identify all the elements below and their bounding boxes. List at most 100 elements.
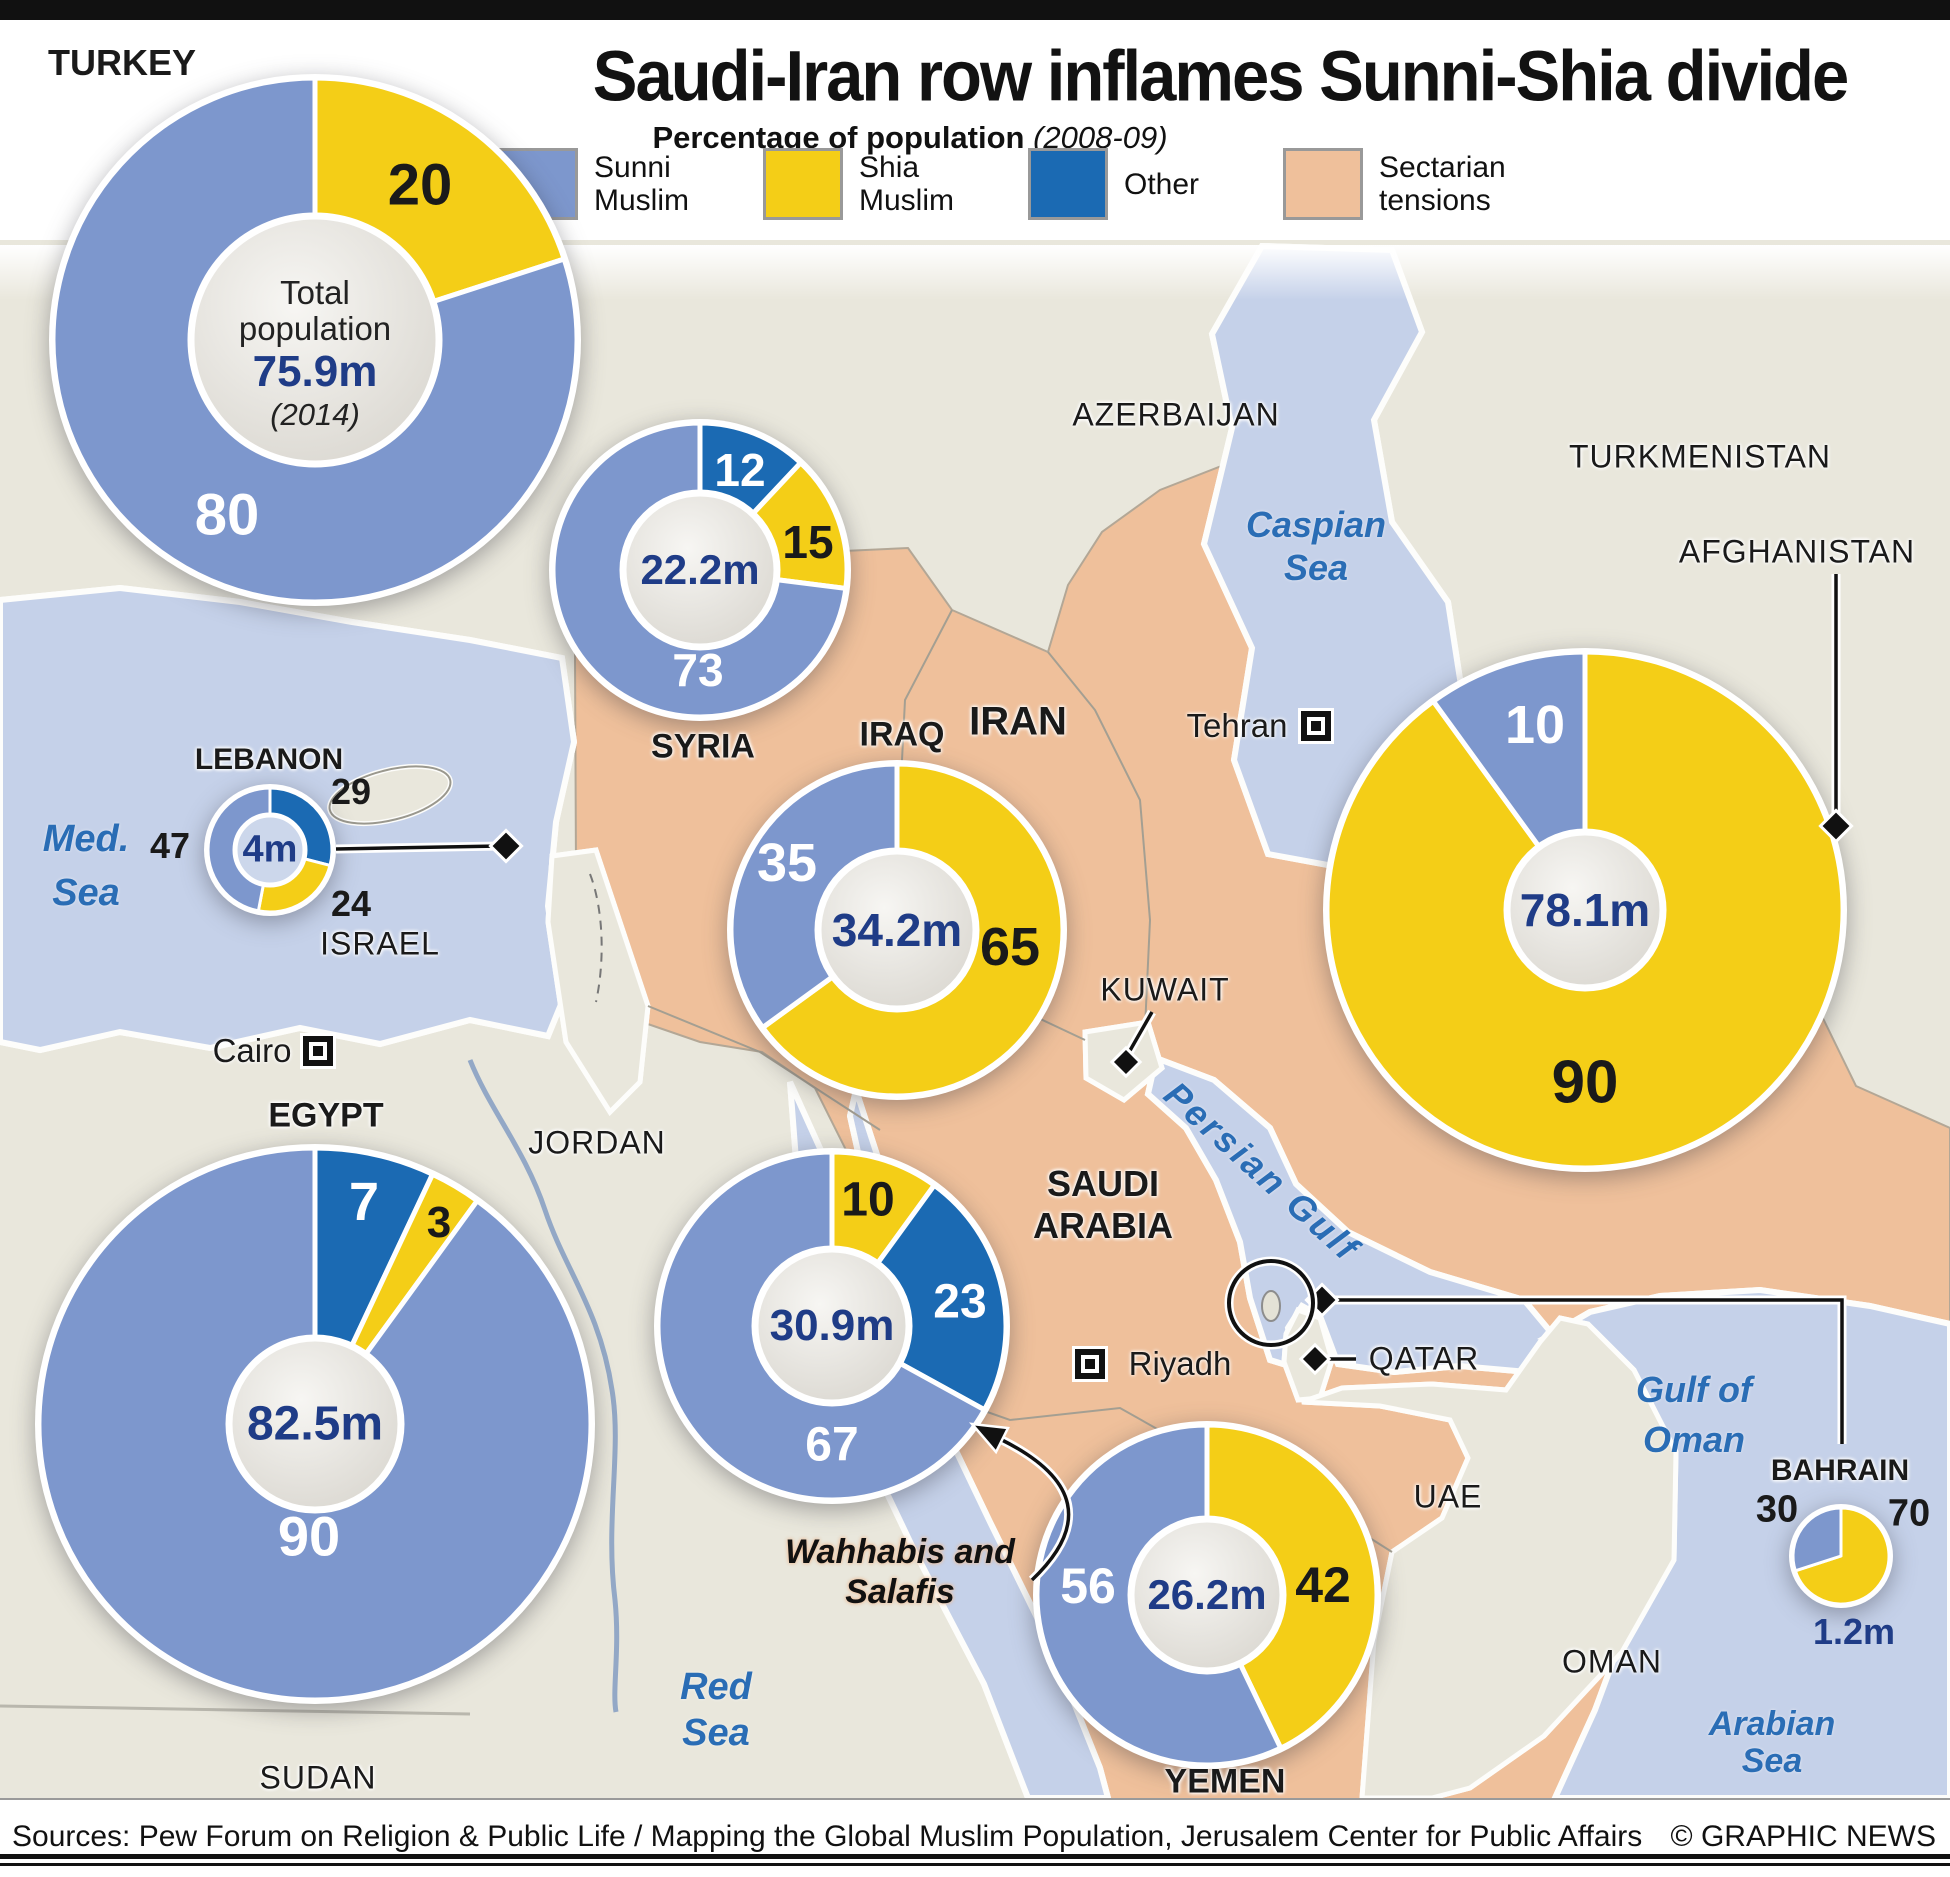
legend-item-shia: Shia Muslim [763, 147, 979, 221]
map-label-kuwait: KUWAIT [1100, 971, 1230, 1008]
bahrain-highlight-circle [1227, 1259, 1315, 1347]
chart-turkey-country-label: TURKEY [47, 42, 197, 83]
bahrain-connector [1320, 1298, 1844, 1444]
legend-label: Shia Muslim [859, 151, 954, 217]
city-label-cairo: Cairo [212, 1032, 292, 1069]
bahrain-island [1261, 1290, 1281, 1322]
chart-syria-country-label: SYRIA [651, 727, 755, 766]
city-marker-tehran-icon [1301, 711, 1331, 741]
chart-bahrain-donut [1789, 1504, 1893, 1608]
chart-turkey-percent-sunni: 80 [194, 482, 260, 548]
city-marker-cairo-icon [303, 1036, 333, 1066]
chart-iran-percent-shia: 90 [1551, 1048, 1619, 1116]
chart-lebanon-population: 4m [242, 828, 298, 871]
city-label-tehran: Tehran [1186, 707, 1288, 744]
chart-syria-percent-other: 12 [714, 444, 766, 496]
chart-iran-percent-sunni: 10 [1504, 695, 1566, 755]
chart-egypt-percent-shia: 3 [426, 1198, 452, 1247]
chart-bahrain-country-label: BAHRAIN [1770, 1454, 1910, 1487]
chart-yemen-donut [1033, 1421, 1381, 1769]
map-label-qatar: QATAR [1368, 1340, 1480, 1377]
city-marker-riyadh-icon [1075, 1349, 1105, 1379]
page-title: Saudi-Iran row inflames Sunni-Shia divid… [592, 36, 1850, 117]
chart-lebanon-percent-sunni: 47 [149, 825, 191, 866]
sea-label-caspian: Caspian Sea [1245, 504, 1387, 588]
chart-iraq-percent-sunni: 35 [756, 833, 818, 893]
chart-egypt-population: 82.5m [246, 1397, 384, 1451]
chart-egypt-percent-other: 7 [348, 1172, 380, 1232]
chart-yemen-hole [1127, 1515, 1287, 1675]
footer-sources: Sources: Pew Forum on Religion & Public … [12, 1820, 1643, 1853]
chart-iran-hole [1503, 828, 1667, 992]
footer-credit: © GRAPHIC NEWS [1670, 1820, 1936, 1853]
chart-bahrain-population: 1.2m [1812, 1611, 1896, 1652]
chart-saudi-donut [654, 1148, 1010, 1504]
chart-syria-population: 22.2m [640, 546, 760, 593]
chart-yemen-percent-shia: 42 [1295, 1557, 1351, 1613]
legend-swatch-shia-icon [763, 148, 843, 220]
wahhabis-arrow [1001, 1438, 1071, 1582]
chart-saudi-annotation: Wahhabis and Salafis [785, 1533, 1015, 1611]
chart-lebanon-percent-other: 29 [330, 771, 372, 812]
chart-egypt-donut [35, 1144, 595, 1704]
kuwait-marker-icon [1109, 1045, 1143, 1079]
chart-saudi-percent-other: 23 [933, 1275, 987, 1329]
chart-saudi-population: 30.9m [769, 1301, 895, 1350]
footer-rule-1 [0, 1854, 1950, 1859]
qatar-marker-icon [1298, 1342, 1332, 1376]
chart-bahrain-slice-sunni [1791, 1506, 1843, 1573]
chart-syria-percent-shia: 15 [782, 516, 834, 568]
footer-rule-2 [0, 1863, 1950, 1866]
population-year-note: (2014) [270, 397, 360, 432]
legend-swatch-tensions-icon [1283, 148, 1363, 220]
egypt-sudan-border [0, 1704, 471, 1716]
chart-iraq-percent-shia: 65 [979, 917, 1041, 977]
subtitle: Percentage of population (2008-09) [400, 120, 1420, 156]
city-label-riyadh: Riyadh [1128, 1345, 1232, 1382]
chart-saudi-percent-sunni: 67 [805, 1418, 859, 1472]
chart-iran-donut [1323, 648, 1847, 1172]
top-bar [0, 0, 1950, 20]
map-label-azerbaijan: AZERBAIJAN [1072, 396, 1280, 433]
map-label-afghanistan: AFGHANISTAN [1678, 533, 1916, 570]
map-label-uae: UAE [1413, 1478, 1483, 1515]
sea-label-arabian-sea: Arabian Sea [1708, 1705, 1836, 1780]
chart-yemen-percent-sunni: 56 [1060, 1558, 1116, 1614]
nile-river [467, 1059, 620, 1713]
legend-label: Sunni Muslim [594, 151, 689, 217]
chart-lebanon-percent-shia: 24 [330, 883, 372, 924]
lebanon-marker-icon [488, 828, 524, 864]
chart-lebanon-hole [232, 812, 308, 888]
chart-lebanon-country-label: LEBANON [194, 743, 344, 776]
map-label-israel: ISRAEL [320, 925, 440, 962]
sea-label-gulf-of-oman: Gulf of Oman [1636, 1369, 1752, 1460]
chart-iran-country-label: IRAN [969, 699, 1067, 744]
chart-saudi-hole [751, 1245, 913, 1407]
chart-saudi-country-label: SAUDI ARABIA [1033, 1163, 1173, 1246]
chart-bahrain-percent-shia: 70 [1887, 1492, 1931, 1535]
chart-iran-population: 78.1m [1519, 884, 1651, 936]
chart-egypt-country-label: EGYPT [268, 1096, 384, 1135]
chart-iraq-country-label: IRAQ [859, 715, 945, 754]
legend-swatch-other-icon [1028, 148, 1108, 220]
chart-egypt-percent-sunni: 90 [277, 1504, 341, 1568]
chart-turkey-hole [187, 212, 443, 468]
lebanon-connector [335, 844, 501, 851]
legend-item-tensions: Sectarian tensions [1283, 147, 1549, 221]
total-population-label: Total population [238, 274, 392, 347]
legend-item-other: Other [1028, 147, 1234, 221]
chart-syria-hole [619, 489, 781, 651]
afghanistan-marker-icon [1818, 808, 1854, 844]
kuwait-connector [1126, 1011, 1154, 1055]
map-label-oman: OMAN [1562, 1643, 1662, 1680]
chart-iraq-donut [727, 760, 1067, 1100]
map-label-jordan: JORDAN [528, 1124, 666, 1161]
chart-egypt-hole [225, 1334, 405, 1514]
chart-yemen-country-label: YEMEN [1164, 1762, 1286, 1801]
map-label-turkmenistan: TURKMENISTAN [1568, 438, 1832, 475]
wahhabis-arrowhead-icon [968, 1422, 1010, 1455]
chart-turkey-center: Total population 75.9m (2014) [208, 275, 423, 433]
chart-turkey-percent-shia: 20 [387, 152, 453, 218]
chart-bahrain-percent-sunni: 30 [1755, 1488, 1799, 1531]
